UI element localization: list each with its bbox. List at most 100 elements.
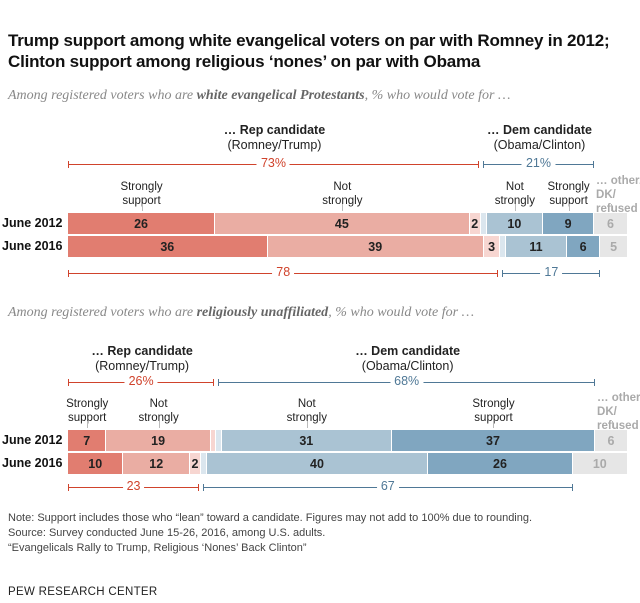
dem-total-bracket-cap-left (502, 270, 504, 277)
row-label: June 2012 (2, 216, 63, 230)
category-tick (514, 204, 516, 211)
rep-total-bracket-label: 23 (122, 479, 145, 493)
category-tick (158, 421, 160, 428)
category-tick (141, 204, 143, 211)
category-tick (611, 204, 613, 211)
dem-total-bracket-cap-right (599, 270, 601, 277)
subtitle-pre: Among registered voters who are (8, 88, 197, 103)
rep-total-bracket-label: 73% (256, 156, 290, 170)
category-label-line: DK/ (596, 189, 616, 201)
dem-total-bracket-cap-right (571, 484, 573, 491)
bar-segment-dem_strong: 9 (543, 213, 595, 234)
rep-total-bracket-label: 26% (124, 374, 158, 388)
category-tick (306, 421, 308, 428)
bar-segment-rep_not: 19 (106, 430, 211, 451)
subtitle-pre: Among registered voters who are (8, 305, 197, 320)
category-label-line: strongly (286, 412, 327, 424)
category-label-line: strongly (138, 412, 179, 424)
category-label-line: Not (297, 398, 316, 410)
rep-total-bracket-cap-left (68, 161, 69, 168)
bar-segment-other: 6 (595, 430, 628, 451)
chart-title: Trump support among white evangelical vo… (8, 31, 610, 71)
category-label-line: strongly (322, 195, 363, 207)
dem-total-bracket-label: 67 (376, 479, 399, 493)
bar-segment-rep_strong: 10 (68, 453, 124, 474)
subtitle-em: white evangelical Protestants (196, 88, 365, 103)
category-label-line: Not (149, 398, 168, 410)
category-label-line: support (549, 195, 588, 207)
dem-header-title: … Dem candidate (355, 344, 461, 358)
category-label-line: refused (597, 420, 639, 432)
bar-segment-dem_strong: 37 (391, 430, 596, 451)
rep-total-bracket-cap-left (68, 270, 69, 277)
rep-header-title: … Rep candidate (223, 123, 326, 137)
dem-total-bracket-cap-right (593, 161, 595, 168)
row-label: June 2016 (2, 239, 63, 253)
rep-total-bracket: 26% (68, 374, 215, 388)
category-label-line: support (68, 412, 107, 424)
dem-header: … Dem candidate (Obama/Clinton) (355, 344, 460, 374)
bar-segment-rep_lean: 2 (469, 213, 481, 234)
category-label: Not strongly (322, 180, 362, 208)
rep-total-bracket: 73% (68, 156, 479, 170)
category-label-line: Strongly (120, 181, 163, 193)
rep-header: … Rep candidate (Romney/Trump) (91, 344, 192, 374)
category-label-line: … other/ (596, 175, 640, 187)
bar-segment-dem_lean (216, 430, 222, 451)
dem-total-bracket: 68% (218, 374, 596, 388)
category-label-line: Strongly (472, 398, 515, 410)
bar-segment-dem_lean (201, 453, 207, 474)
category-label: Not strongly (495, 180, 535, 208)
bar-segment-rep_strong: 7 (68, 430, 107, 451)
category-tick (568, 204, 570, 211)
category-label-line: support (474, 412, 513, 424)
row-label: June 2016 (2, 456, 63, 470)
dem-total-bracket: 67 (203, 479, 573, 493)
dem-header-sub: (Obama/Clinton) (493, 138, 586, 152)
dem-total-bracket-label: 21% (521, 156, 555, 170)
rep-header-sub: (Romney/Trump) (95, 359, 190, 373)
subtitle-post: , % who would vote for … (328, 305, 475, 320)
category-label-line: DK/ (597, 406, 617, 418)
subtitle-post: , % who would vote for … (364, 88, 511, 103)
dem-total-bracket: 17 (502, 265, 601, 279)
dem-total-bracket-label: 17 (540, 265, 563, 279)
bar-segment-dem_not: 40 (206, 453, 429, 474)
bar-segment-dem_strong: 26 (428, 453, 573, 474)
category-label-line: strongly (494, 195, 535, 207)
report-title: “Evangelicals Rally to Trump, Religious … (8, 542, 307, 554)
dem-total-bracket: 21% (482, 156, 595, 170)
category-tick (493, 421, 495, 428)
bar-segment-rep_lean (210, 430, 217, 451)
bar-segment-rep_lean: 3 (483, 236, 501, 257)
bar-segment-other: 5 (600, 236, 628, 257)
bar-segment-dem_not: 11 (506, 236, 567, 257)
chart-subtitle: Among registered voters who are white ev… (8, 88, 510, 104)
note-line: Note: Support includes those who “lean” … (8, 512, 533, 524)
category-label-line: Strongly (547, 181, 590, 193)
category-label-line: support (122, 195, 161, 207)
bar-segment-dem_strong: 6 (567, 236, 601, 257)
category-label: Strongly support (120, 180, 162, 208)
rep-total-bracket: 23 (68, 479, 200, 493)
rep-total-bracket-cap-left (68, 484, 69, 491)
category-label-line: … other/ (597, 392, 640, 404)
source-line: Source: Survey conducted June 15-26, 201… (8, 527, 326, 539)
bar-segment-other: 6 (594, 213, 628, 234)
category-label: … other/DK/refused (596, 174, 640, 216)
row-label: June 2012 (2, 433, 63, 447)
rep-total-bracket-cap-right (477, 161, 479, 168)
bar-segment-dem_not: 10 (486, 213, 544, 234)
bar-segment-dem_lean (500, 236, 506, 257)
rep-total-bracket-cap-right (213, 379, 215, 386)
bar-segment-rep_not: 45 (215, 213, 470, 234)
bar-segment-rep_not: 39 (267, 236, 484, 257)
rep-header-title: … Rep candidate (91, 344, 193, 358)
rep-header-sub: (Romney/Trump) (227, 138, 322, 152)
bar-segment-dem_lean (480, 213, 487, 234)
rep-header: … Rep candidate (Romney/Trump) (224, 123, 325, 153)
rep-total-bracket-label: 78 (272, 265, 295, 279)
bar-segment-rep_strong: 36 (68, 236, 268, 257)
category-label: … other/DK/refused (597, 391, 640, 433)
rep-total-bracket-cap-right (497, 270, 499, 277)
